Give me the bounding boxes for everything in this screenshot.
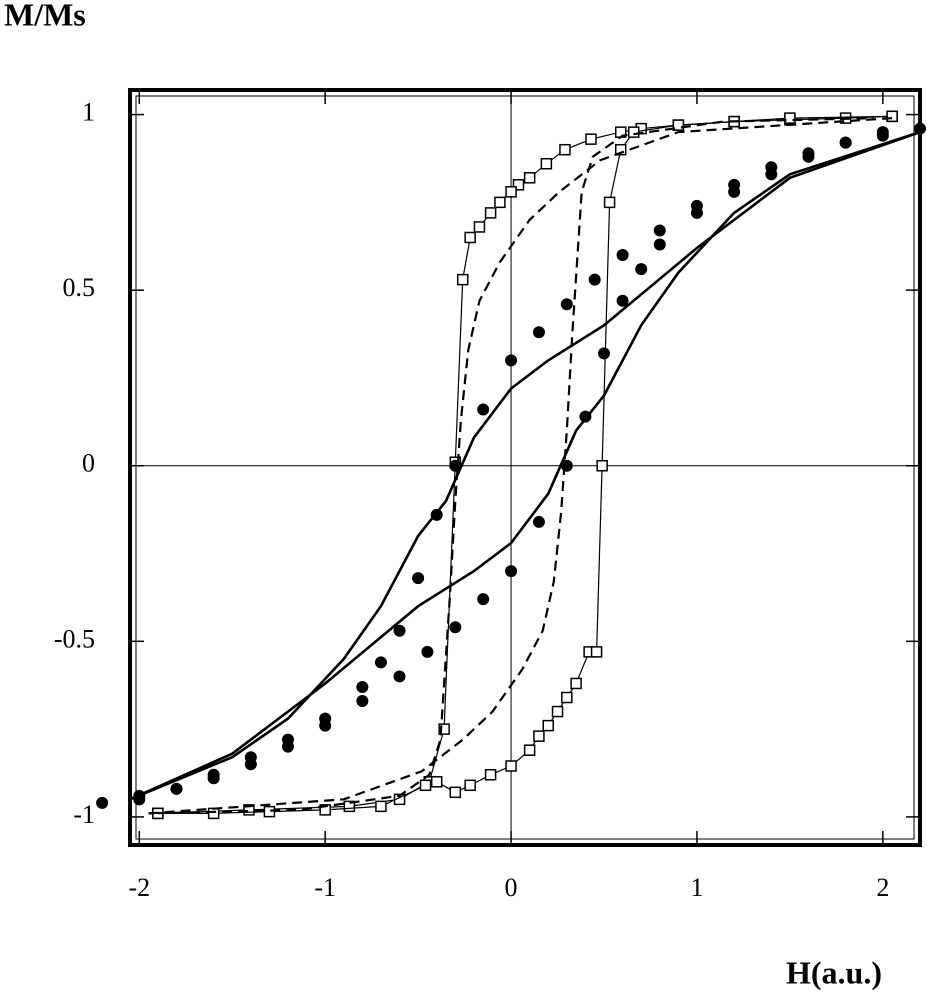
- dot-marker: [532, 515, 545, 528]
- y-tick-label: 0.5: [63, 273, 96, 302]
- square-marker: [430, 776, 443, 788]
- dot-marker: [207, 772, 220, 785]
- square-marker: [590, 646, 603, 658]
- dot-marker: [282, 740, 294, 753]
- square-marker: [438, 723, 450, 735]
- series-line: [157, 115, 893, 814]
- dot-marker: [765, 168, 778, 181]
- dot-marker: [477, 593, 490, 606]
- dot-marker: [635, 263, 648, 276]
- dot-marker: [598, 347, 610, 360]
- square-marker: [596, 459, 608, 472]
- dot-marker: [430, 508, 443, 521]
- square-marker: [243, 804, 255, 816]
- square-marker: [533, 730, 545, 742]
- y-tick-label: 0: [82, 449, 95, 478]
- square-marker: [523, 172, 536, 184]
- dot-marker: [876, 126, 889, 139]
- square-marker: [614, 143, 627, 156]
- square-marker: [512, 179, 525, 191]
- dot-marker: [616, 294, 629, 307]
- dot-marker: [839, 136, 852, 149]
- dot-marker: [319, 719, 332, 732]
- square-marker: [319, 804, 331, 816]
- dot-marker: [653, 224, 666, 237]
- y-tick-label: -0.5: [54, 624, 95, 653]
- dot-marker: [170, 782, 183, 795]
- square-marker: [542, 719, 554, 732]
- y-axis-label: M/Ms: [4, 0, 86, 32]
- dot-marker: [505, 565, 518, 578]
- x-tick-label: -1: [314, 873, 336, 902]
- dot-marker: [133, 789, 146, 802]
- dot-marker: [244, 758, 257, 771]
- square-marker: [419, 779, 432, 792]
- series-line: [148, 117, 893, 815]
- square-marker: [672, 119, 685, 131]
- square-marker: [449, 786, 462, 799]
- dot-marker: [728, 185, 741, 198]
- series-line: [157, 115, 893, 814]
- square-marker: [585, 133, 597, 145]
- dot-marker: [356, 695, 369, 708]
- dot-marker: [579, 410, 592, 423]
- dot-marker: [96, 796, 109, 809]
- square-marker: [456, 273, 469, 286]
- square-marker: [263, 805, 276, 818]
- dot-marker: [412, 572, 425, 585]
- x-tick-label: -2: [128, 873, 150, 902]
- plot-frame-inner: [135, 95, 915, 840]
- x-axis-label: H(a.u.): [786, 954, 882, 990]
- square-marker: [484, 769, 497, 781]
- square-marker: [603, 196, 616, 209]
- square-marker: [505, 760, 517, 772]
- square-marker: [886, 110, 898, 123]
- plot-frame: [128, 88, 922, 847]
- dot-marker: [374, 656, 387, 669]
- square-marker: [505, 186, 517, 198]
- dot-marker: [477, 403, 490, 416]
- series-line: [148, 117, 874, 815]
- dot-marker: [421, 645, 434, 658]
- y-tick-label: -1: [73, 800, 95, 829]
- square-marker: [784, 112, 796, 124]
- dot-marker: [560, 459, 573, 472]
- dot-marker: [914, 122, 926, 135]
- dot-marker: [449, 621, 462, 634]
- square-marker: [540, 157, 553, 170]
- dot-marker: [393, 624, 406, 637]
- square-marker: [473, 221, 486, 233]
- dot-marker: [588, 273, 601, 286]
- square-marker: [484, 207, 497, 219]
- dot-marker: [690, 206, 703, 219]
- square-marker: [523, 744, 536, 756]
- square-marker: [207, 807, 220, 820]
- square-marker: [561, 691, 573, 704]
- dot-marker: [449, 459, 462, 472]
- dot-marker: [505, 354, 518, 367]
- square-marker: [464, 779, 476, 792]
- x-tick-label: 1: [690, 873, 703, 902]
- dot-marker: [532, 326, 545, 339]
- dot-marker: [356, 680, 369, 693]
- dot-marker: [802, 150, 815, 163]
- square-marker: [375, 800, 387, 813]
- x-tick-label: 0: [505, 873, 518, 902]
- dot-marker: [560, 298, 573, 311]
- square-marker: [570, 677, 582, 690]
- dot-marker: [616, 249, 629, 262]
- square-marker: [627, 126, 640, 138]
- square-marker: [494, 196, 506, 209]
- y-tick-label: 1: [82, 98, 95, 127]
- square-marker: [464, 231, 476, 244]
- dot-marker: [393, 670, 406, 683]
- square-marker: [551, 705, 564, 718]
- dot-marker: [653, 238, 666, 251]
- square-marker: [343, 800, 356, 813]
- x-tick-label: 2: [876, 873, 889, 902]
- square-marker: [559, 143, 571, 156]
